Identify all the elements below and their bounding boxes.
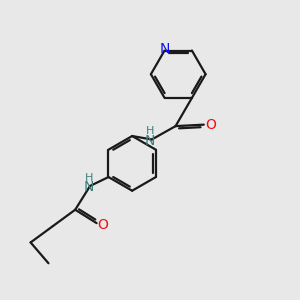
Text: N: N bbox=[83, 180, 94, 194]
Text: N: N bbox=[145, 134, 155, 148]
Text: O: O bbox=[98, 218, 109, 232]
Text: H: H bbox=[84, 172, 93, 183]
Text: N: N bbox=[159, 42, 170, 56]
Text: O: O bbox=[205, 118, 216, 132]
Text: H: H bbox=[146, 126, 154, 136]
